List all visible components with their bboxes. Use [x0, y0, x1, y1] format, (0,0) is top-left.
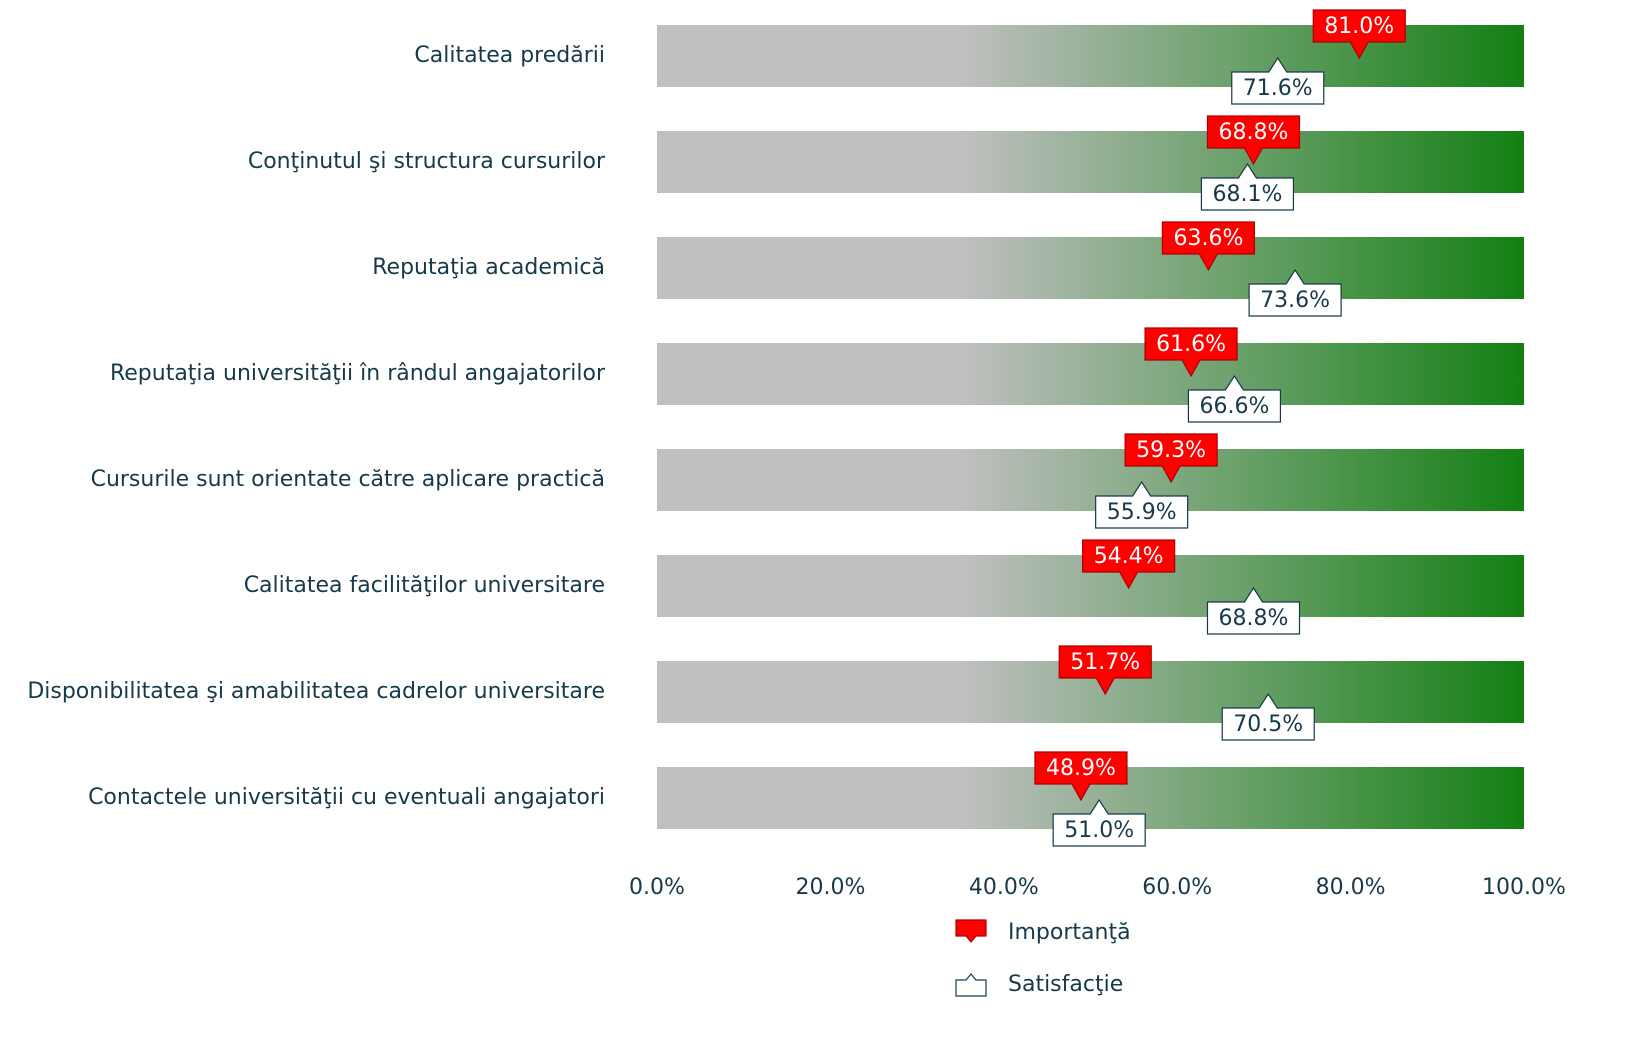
x-tick-label: 100.0% [1482, 875, 1566, 900]
marker [1206, 586, 1301, 635]
marker [1161, 221, 1256, 272]
value-label: 55.9% [1107, 500, 1177, 525]
legend-marker [955, 919, 987, 943]
value-label: 61.6% [1156, 332, 1226, 357]
category-label: Calitatea facilităţilor universitare [244, 573, 605, 598]
marker [1095, 480, 1189, 529]
legend-label: Satisfacţie [1008, 972, 1123, 997]
band [657, 343, 1524, 405]
band [657, 449, 1524, 511]
x-tick-label: 20.0% [795, 875, 865, 900]
value-label: 81.0% [1324, 14, 1394, 39]
category-label: Reputaţia academică [372, 255, 605, 280]
band [657, 131, 1524, 193]
category-label: Reputaţia universităţii în rândul angaja… [110, 361, 606, 386]
value-label: 68.1% [1212, 182, 1282, 207]
marker [1231, 56, 1325, 105]
marker [1082, 539, 1176, 590]
marker [1200, 162, 1295, 211]
value-label: 70.5% [1233, 712, 1303, 737]
legend-marker [955, 973, 987, 997]
marker [1124, 433, 1218, 484]
value-label: 71.6% [1243, 76, 1313, 101]
value-label: 73.6% [1260, 288, 1330, 313]
value-label: 68.8% [1219, 120, 1289, 145]
x-tick-label: 40.0% [969, 875, 1039, 900]
category-label: Disponibilitatea şi amabilitatea cadrelo… [27, 679, 605, 704]
legend-label: Importanţă [1008, 920, 1131, 945]
band [657, 237, 1524, 299]
marker [1221, 692, 1315, 741]
value-label: 68.8% [1219, 606, 1289, 631]
value-label: 51.0% [1064, 818, 1134, 843]
marker [1248, 268, 1342, 317]
x-tick-label: 0.0% [629, 875, 685, 900]
category-label: Contactele universităţii cu eventuali an… [88, 785, 605, 810]
x-tick-label: 80.0% [1316, 875, 1386, 900]
category-label: Cursurile sunt orientate către aplicare … [91, 467, 605, 492]
marker [1052, 798, 1146, 847]
category-label: Calitatea predării [414, 43, 605, 68]
value-label: 48.9% [1046, 756, 1116, 781]
value-label: 51.7% [1070, 650, 1140, 675]
x-tick-label: 60.0% [1142, 875, 1212, 900]
value-label: 54.4% [1094, 544, 1164, 569]
marker [1206, 115, 1301, 166]
value-label: 66.6% [1199, 394, 1269, 419]
value-label: 63.6% [1173, 226, 1243, 251]
value-label: 59.3% [1136, 438, 1206, 463]
marker [1144, 327, 1238, 378]
category-label: Conţinutul şi structura cursurilor [248, 149, 606, 174]
marker [1187, 374, 1282, 423]
marker [1034, 751, 1128, 802]
marker [1058, 645, 1152, 696]
marker [1312, 9, 1406, 60]
